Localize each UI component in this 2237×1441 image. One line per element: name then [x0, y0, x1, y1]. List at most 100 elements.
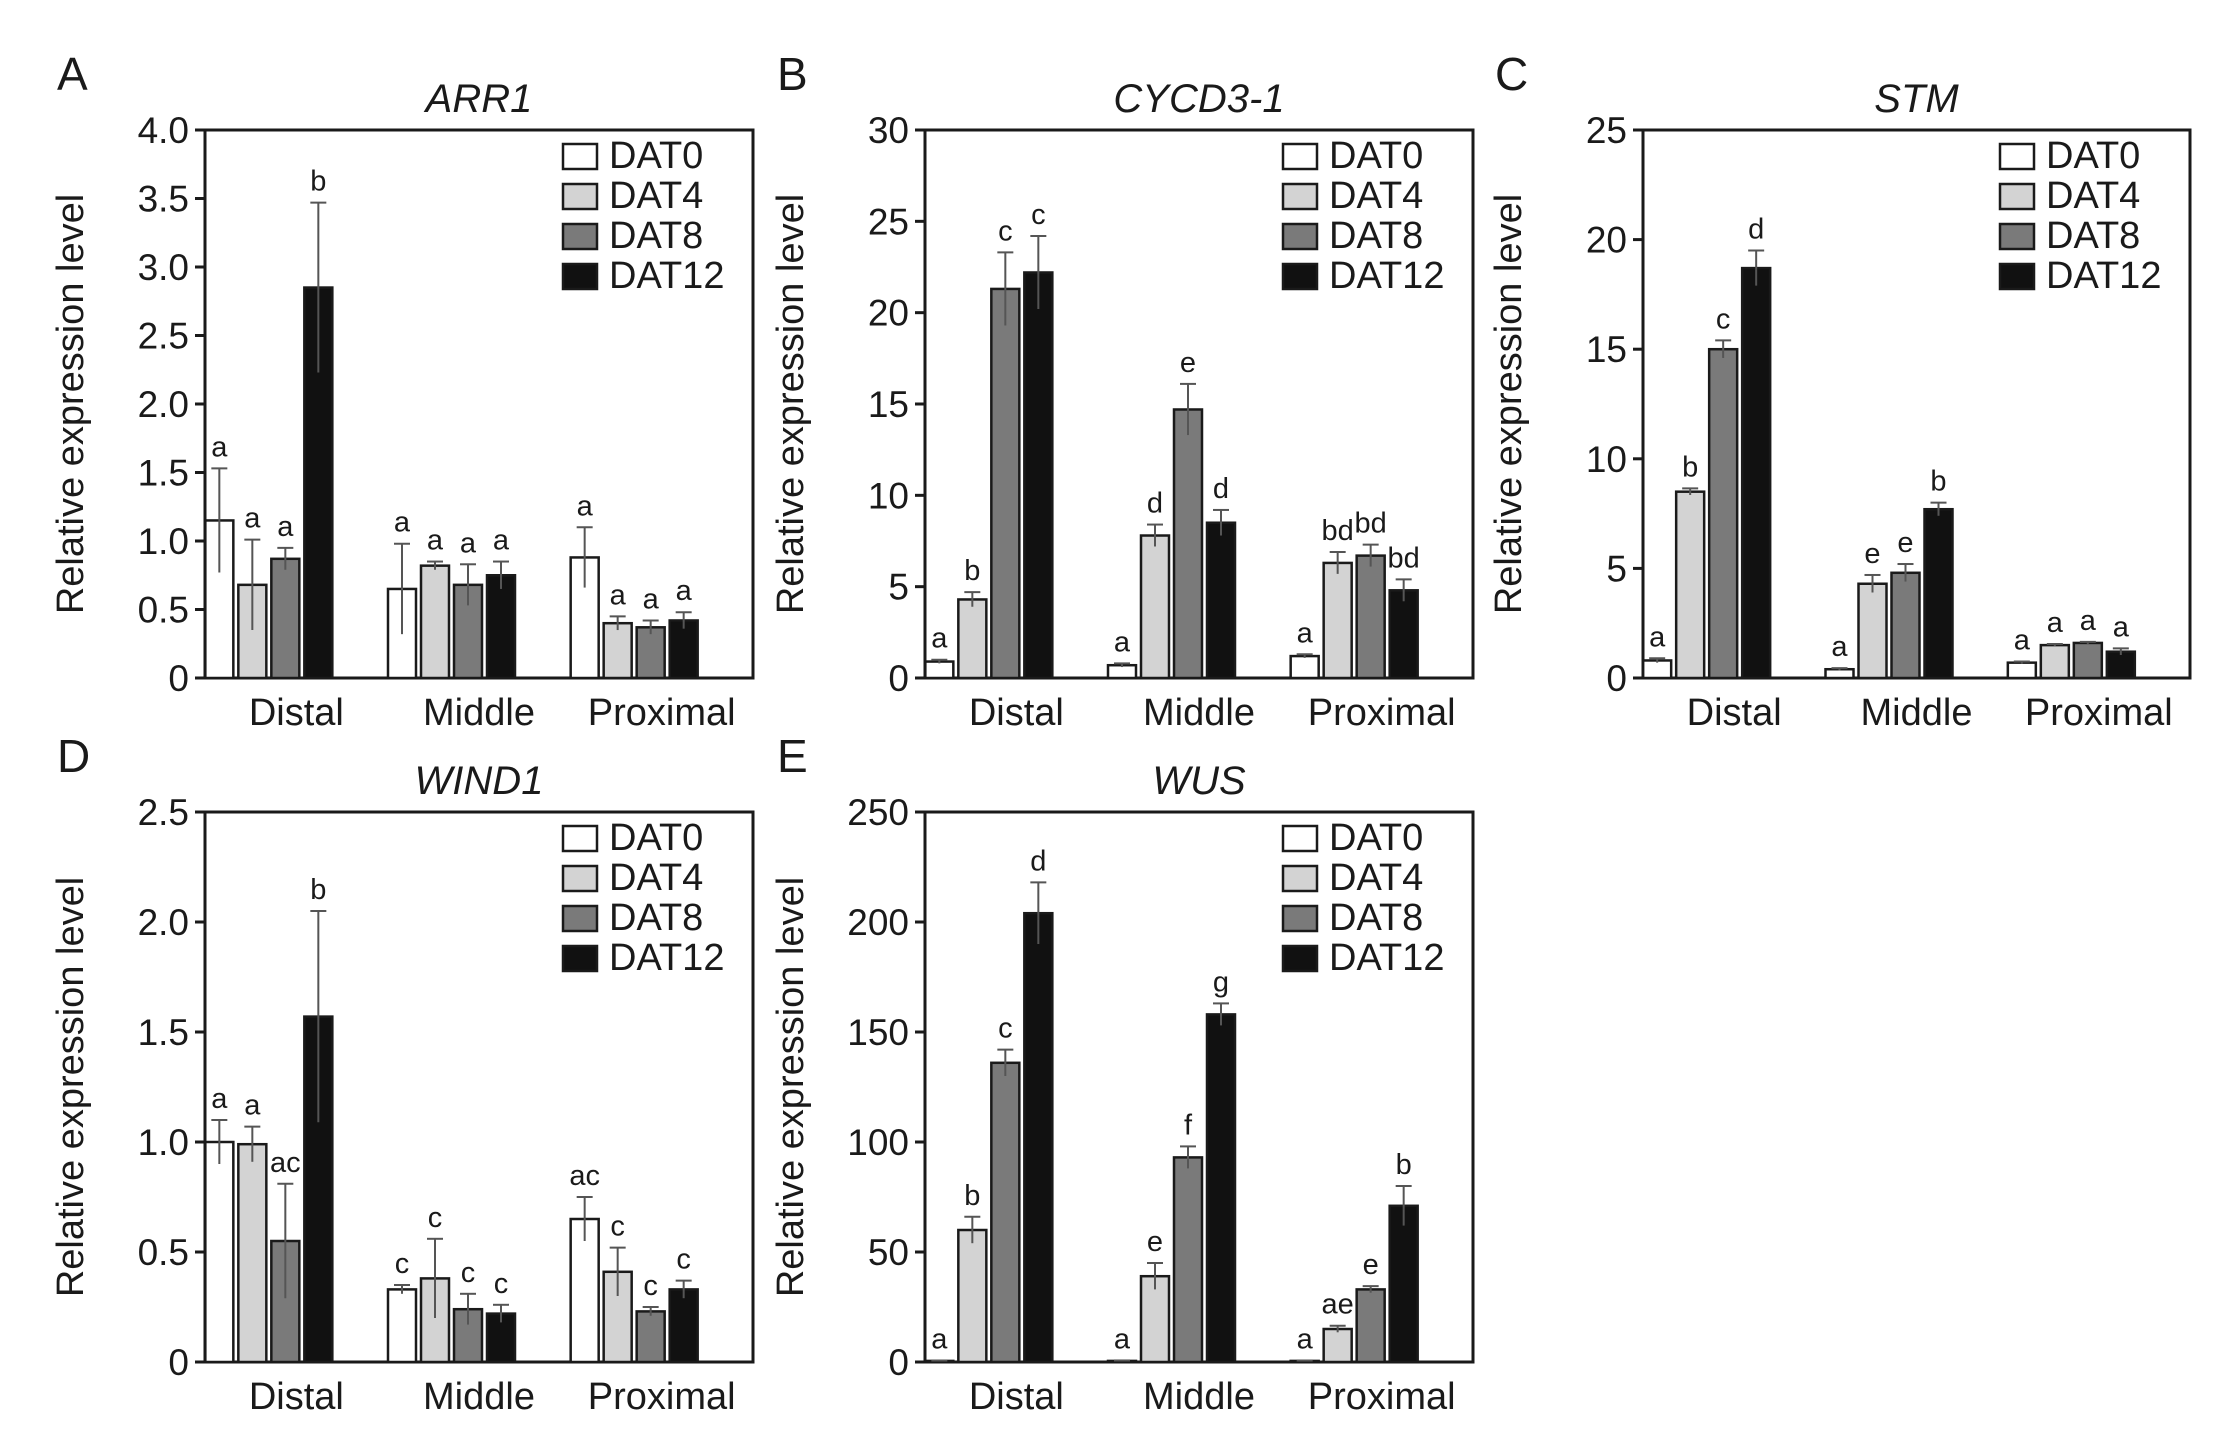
significance-label: a: [931, 623, 948, 655]
significance-label: a: [427, 525, 444, 557]
y-tick-label: 20: [1586, 220, 1627, 261]
y-axis-title: Relative expression level: [1488, 194, 1530, 614]
legend-swatch-dat0: [1281, 824, 1319, 853]
legend-label-dat8: DAT8: [1329, 897, 1423, 939]
bar-dat12-middle: [1205, 521, 1237, 680]
legend-label-dat4: DAT4: [609, 857, 703, 899]
significance-label: c: [494, 1268, 509, 1300]
significance-label: b: [1682, 451, 1698, 483]
bar-dat4-distal: [957, 598, 988, 680]
significance-label: a: [2014, 625, 2031, 657]
significance-label: c: [643, 1270, 658, 1302]
legend-swatch-dat12: [1281, 262, 1319, 291]
y-tick-label: 15: [868, 384, 909, 425]
significance-label: b: [964, 1180, 980, 1212]
y-tick-label: 30: [868, 110, 909, 151]
legend-label-dat0: DAT0: [609, 135, 703, 177]
x-category-label: Middle: [1143, 1376, 1255, 1418]
bar-dat8-distal: [1707, 347, 1739, 680]
significance-label: a: [493, 525, 510, 557]
significance-label: b: [1396, 1149, 1412, 1181]
bar-dat0-distal: [204, 1140, 235, 1364]
bar-dat12-proximal: [1388, 589, 1419, 680]
bar-dat4-distal: [1674, 490, 1706, 680]
significance-label: a: [394, 507, 411, 539]
y-tick-label: 2.5: [138, 316, 189, 357]
bar-dat4-proximal: [2039, 643, 2071, 680]
y-tick-label: 0: [888, 1342, 909, 1383]
panel-title: WUS: [1152, 759, 1246, 803]
significance-label: ac: [270, 1147, 301, 1179]
legend-swatch-dat4: [561, 182, 599, 211]
bar-dat4-proximal: [1322, 561, 1353, 680]
legend-label-dat0: DAT0: [1329, 135, 1423, 177]
significance-label: d: [1030, 845, 1046, 877]
significance-label: c: [998, 1013, 1013, 1045]
legend-label-dat4: DAT4: [2046, 175, 2140, 217]
legend-label-dat12: DAT12: [609, 937, 724, 979]
legend-swatch-dat8: [561, 222, 599, 251]
bar-dat8-middle: [1890, 571, 1921, 680]
bar-dat8-proximal: [1355, 1288, 1386, 1364]
y-tick-label: 0: [1606, 658, 1627, 699]
bar-dat8-proximal: [635, 626, 666, 680]
legend-label-dat4: DAT4: [609, 175, 703, 217]
panel-letter: D: [57, 730, 90, 782]
y-tick-label: 200: [847, 902, 909, 943]
significance-label: a: [244, 503, 261, 535]
significance-label: a: [676, 575, 693, 607]
y-tick-label: 10: [1586, 439, 1627, 480]
bar-dat12-proximal: [2105, 650, 2137, 680]
legend-swatch-dat8: [1281, 222, 1319, 251]
y-tick-label: 3.5: [138, 179, 189, 220]
y-tick-label: 250: [847, 792, 909, 833]
significance-label: a: [1114, 626, 1131, 658]
legend-label-dat8: DAT8: [609, 215, 703, 257]
significance-label: a: [211, 431, 228, 463]
panel-E: E WUS 0 50 100 150 200 250 Relative expression l…: [770, 730, 1475, 1418]
panel-title: CYCD3-1: [1113, 77, 1284, 121]
significance-label: c: [1716, 303, 1731, 335]
significance-label: ac: [569, 1160, 600, 1192]
legend-label-dat4: DAT4: [1329, 857, 1423, 899]
legend-swatch-dat0: [561, 824, 599, 853]
y-tick-label: 2.0: [138, 902, 189, 943]
x-category-label: Middle: [423, 1376, 535, 1418]
y-tick-label: 3.0: [138, 247, 189, 288]
significance-label: a: [2080, 605, 2097, 637]
bar-dat12-proximal: [668, 1288, 699, 1364]
x-category-label: Distal: [969, 692, 1064, 734]
y-axis-title: Relative expression level: [50, 877, 92, 1297]
legend-label-dat4: DAT4: [1329, 175, 1423, 217]
bar-dat0-middle: [386, 1288, 418, 1364]
y-tick-label: 10: [868, 475, 909, 516]
significance-label: a: [460, 527, 477, 559]
y-tick-label: 0: [168, 1342, 189, 1383]
y-tick-label: 5: [1606, 548, 1627, 589]
significance-label: ae: [1322, 1289, 1354, 1321]
significance-label: a: [1831, 631, 1848, 663]
bar-dat12-proximal: [1388, 1204, 1419, 1364]
bar-dat12-middle: [1205, 1013, 1237, 1364]
legend-swatch-dat12: [561, 262, 599, 291]
y-tick-label: 25: [1586, 110, 1627, 151]
y-tick-label: 50: [868, 1232, 909, 1273]
panel-title: WIND1: [415, 759, 544, 803]
bar-dat8-middle: [1172, 1156, 1204, 1364]
significance-label: bd: [1388, 542, 1420, 574]
y-tick-label: 2.5: [138, 792, 189, 833]
bar-dat4-middle: [1139, 1274, 1171, 1364]
significance-label: d: [1748, 214, 1764, 246]
panel-letter: C: [1495, 48, 1528, 100]
bar-dat12-distal: [1740, 266, 1772, 680]
bar-dat4-middle: [419, 564, 451, 680]
panel-A: A ARR1 0 0.5 1.0 1.5 2.0 2.5 3.0 3.5 4.0 Relative e…: [50, 48, 755, 734]
x-category-label: Distal: [249, 1376, 344, 1418]
y-tick-label: 5: [888, 567, 909, 608]
x-category-label: Distal: [969, 1376, 1064, 1418]
panel-letter: B: [777, 48, 808, 100]
legend-label-dat12: DAT12: [2046, 255, 2161, 297]
y-tick-label: 15: [1586, 329, 1627, 370]
significance-label: a: [277, 511, 294, 543]
